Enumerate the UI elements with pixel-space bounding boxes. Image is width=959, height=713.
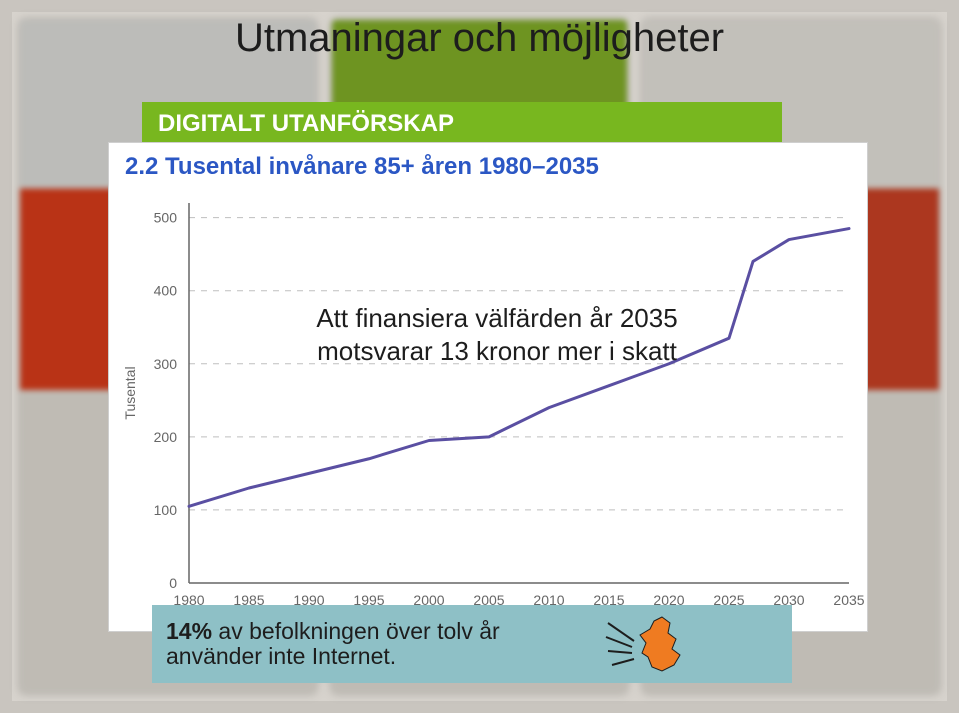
svg-text:300: 300 — [154, 356, 178, 372]
line-chart: 0100200300400500198019851990199520002005… — [109, 193, 869, 623]
svg-text:400: 400 — [154, 283, 178, 299]
footer-text: 14% av befolkningen över tolv år använde… — [166, 619, 500, 670]
page-title: Utmaningar och möjligheter — [12, 16, 947, 61]
sweden-map-icon — [602, 609, 732, 679]
svg-text:Tusental: Tusental — [122, 366, 138, 419]
chart-panel: 2.2 Tusental invånare 85+ åren 1980–2035… — [108, 142, 868, 632]
chart-title: 2.2 Tusental invånare 85+ åren 1980–2035 — [125, 153, 599, 181]
footer-line2: använder inte Internet. — [166, 643, 396, 669]
slide: Utmaningar och möjligheter DIGITALT UTAN… — [0, 0, 959, 713]
footer-banner: 14% av befolkningen över tolv år använde… — [152, 605, 792, 683]
overlay-text: Att finansiera välfärden år 2035 motsvar… — [262, 302, 732, 367]
footer-pct: 14% — [166, 618, 212, 644]
footer-line1-tail: av befolkningen över tolv år — [212, 618, 500, 644]
svg-text:500: 500 — [154, 210, 178, 226]
svg-text:100: 100 — [154, 502, 178, 518]
svg-text:0: 0 — [169, 575, 177, 591]
svg-text:2035: 2035 — [833, 592, 864, 608]
svg-text:200: 200 — [154, 429, 178, 445]
